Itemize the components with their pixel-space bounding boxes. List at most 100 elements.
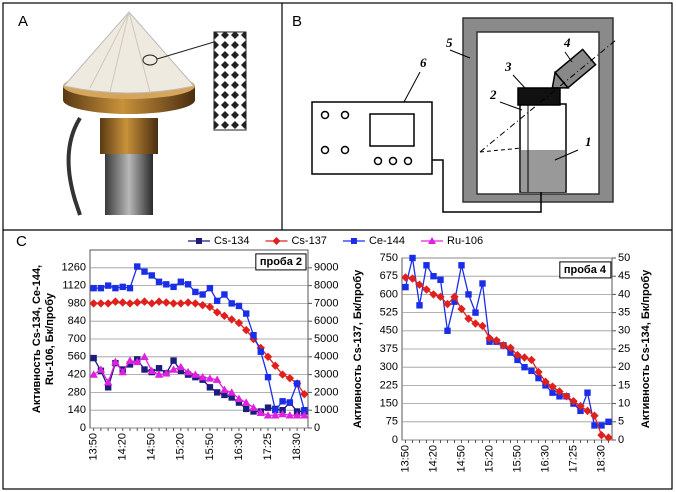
- panel-label: B: [292, 13, 302, 30]
- y2-tick-label: 45: [618, 270, 630, 282]
- x-tick-label: 18:30: [291, 433, 303, 461]
- marker: [234, 394, 244, 402]
- marker: [169, 365, 178, 373]
- y-tick-label: 75: [386, 416, 398, 428]
- marker: [111, 297, 120, 306]
- marker: [140, 352, 149, 360]
- marker: [279, 398, 286, 405]
- marker: [212, 308, 222, 317]
- marker: [170, 357, 177, 364]
- y2-axis-title: Активность Cs-134, Бк/пробу: [640, 269, 652, 428]
- marker: [234, 318, 244, 328]
- marker: [140, 297, 149, 306]
- marker: [409, 254, 416, 262]
- y-tick-label: 225: [380, 379, 398, 391]
- marker: [205, 374, 215, 382]
- legend-label: Ce-144: [369, 235, 405, 247]
- marker: [598, 422, 605, 429]
- y-tick-label: 300: [380, 361, 398, 373]
- y-axis-title: Активность Cs-134, Ce-144,: [31, 265, 43, 413]
- marker: [221, 391, 228, 399]
- setup-diagram: [311, 17, 617, 213]
- x-tick-label: 16:30: [233, 433, 245, 461]
- marker: [112, 284, 119, 292]
- marker: [590, 411, 599, 420]
- marker: [577, 407, 584, 415]
- y2-tick-label: 1000: [314, 404, 338, 416]
- y2-tick-label: 2000: [314, 386, 338, 398]
- marker: [528, 367, 535, 375]
- marker: [464, 314, 473, 323]
- marker: [250, 408, 257, 415]
- marker: [154, 370, 164, 378]
- legend-marker: [196, 238, 202, 244]
- marker: [264, 373, 272, 381]
- marker: [443, 299, 452, 309]
- marker: [249, 403, 258, 411]
- marker: [300, 411, 309, 419]
- y-tick-label: 280: [68, 386, 86, 398]
- marker: [89, 370, 98, 378]
- marker: [605, 418, 612, 425]
- marker: [205, 302, 215, 312]
- y-axis-title: Ru-106, Бк/пробу: [44, 292, 56, 385]
- detector-photo: [63, 11, 247, 216]
- marker: [555, 387, 564, 396]
- marker: [472, 309, 479, 316]
- marker: [133, 357, 142, 366]
- marker: [422, 285, 431, 294]
- y-axis-title: Активность Cs-137, Бк/пробу: [352, 269, 364, 428]
- y2-tick-label: 0: [618, 434, 624, 446]
- x-tick-label: 13:50: [399, 445, 411, 473]
- y2-tick-label: 6000: [314, 315, 338, 327]
- y2-tick-label: 15: [618, 379, 630, 391]
- legend-label: Ru-106: [447, 235, 483, 247]
- x-tick-label: 17:25: [567, 445, 579, 473]
- marker: [257, 348, 264, 355]
- y2-tick-label: 5: [618, 416, 624, 428]
- marker: [548, 382, 557, 391]
- marker: [541, 377, 550, 386]
- marker: [286, 399, 294, 406]
- marker: [458, 262, 465, 269]
- marker: [513, 350, 522, 360]
- marker: [176, 362, 186, 371]
- marker: [176, 299, 186, 308]
- marker: [183, 367, 193, 376]
- x-tick-label: 14:50: [455, 445, 467, 473]
- marker: [584, 389, 591, 396]
- marker: [90, 284, 97, 292]
- marker: [177, 367, 185, 374]
- marker: [118, 298, 127, 307]
- marker: [485, 333, 494, 343]
- marker: [243, 405, 250, 413]
- annotation-box: [559, 261, 612, 279]
- y2-tick-label: 40: [618, 288, 630, 300]
- marker: [147, 366, 156, 374]
- y-tick-label: 150: [380, 398, 398, 410]
- annotation: проба 2: [260, 256, 302, 268]
- marker: [549, 389, 556, 396]
- marker: [126, 284, 134, 292]
- y-tick-label: 0: [80, 422, 86, 434]
- x-tick-label: 14:20: [117, 433, 129, 461]
- marker: [520, 353, 529, 362]
- marker: [103, 378, 113, 386]
- y2-tick-label: 9000: [314, 262, 338, 274]
- x-tick-label: 15:20: [175, 433, 187, 461]
- marker: [506, 343, 515, 352]
- marker: [141, 268, 148, 275]
- diagram-label: 1: [585, 134, 592, 149]
- x-tick-label: 17:25: [262, 433, 274, 461]
- y-tick-label: 375: [380, 343, 398, 355]
- y2-tick-label: 5000: [314, 333, 338, 345]
- marker: [402, 283, 409, 291]
- marker: [220, 385, 229, 394]
- marker: [271, 361, 280, 370]
- marker: [429, 290, 438, 299]
- marker: [430, 273, 437, 280]
- marker: [401, 273, 410, 282]
- marker: [126, 361, 134, 368]
- marker: [141, 366, 148, 373]
- y2-tick-label: 20: [618, 361, 630, 373]
